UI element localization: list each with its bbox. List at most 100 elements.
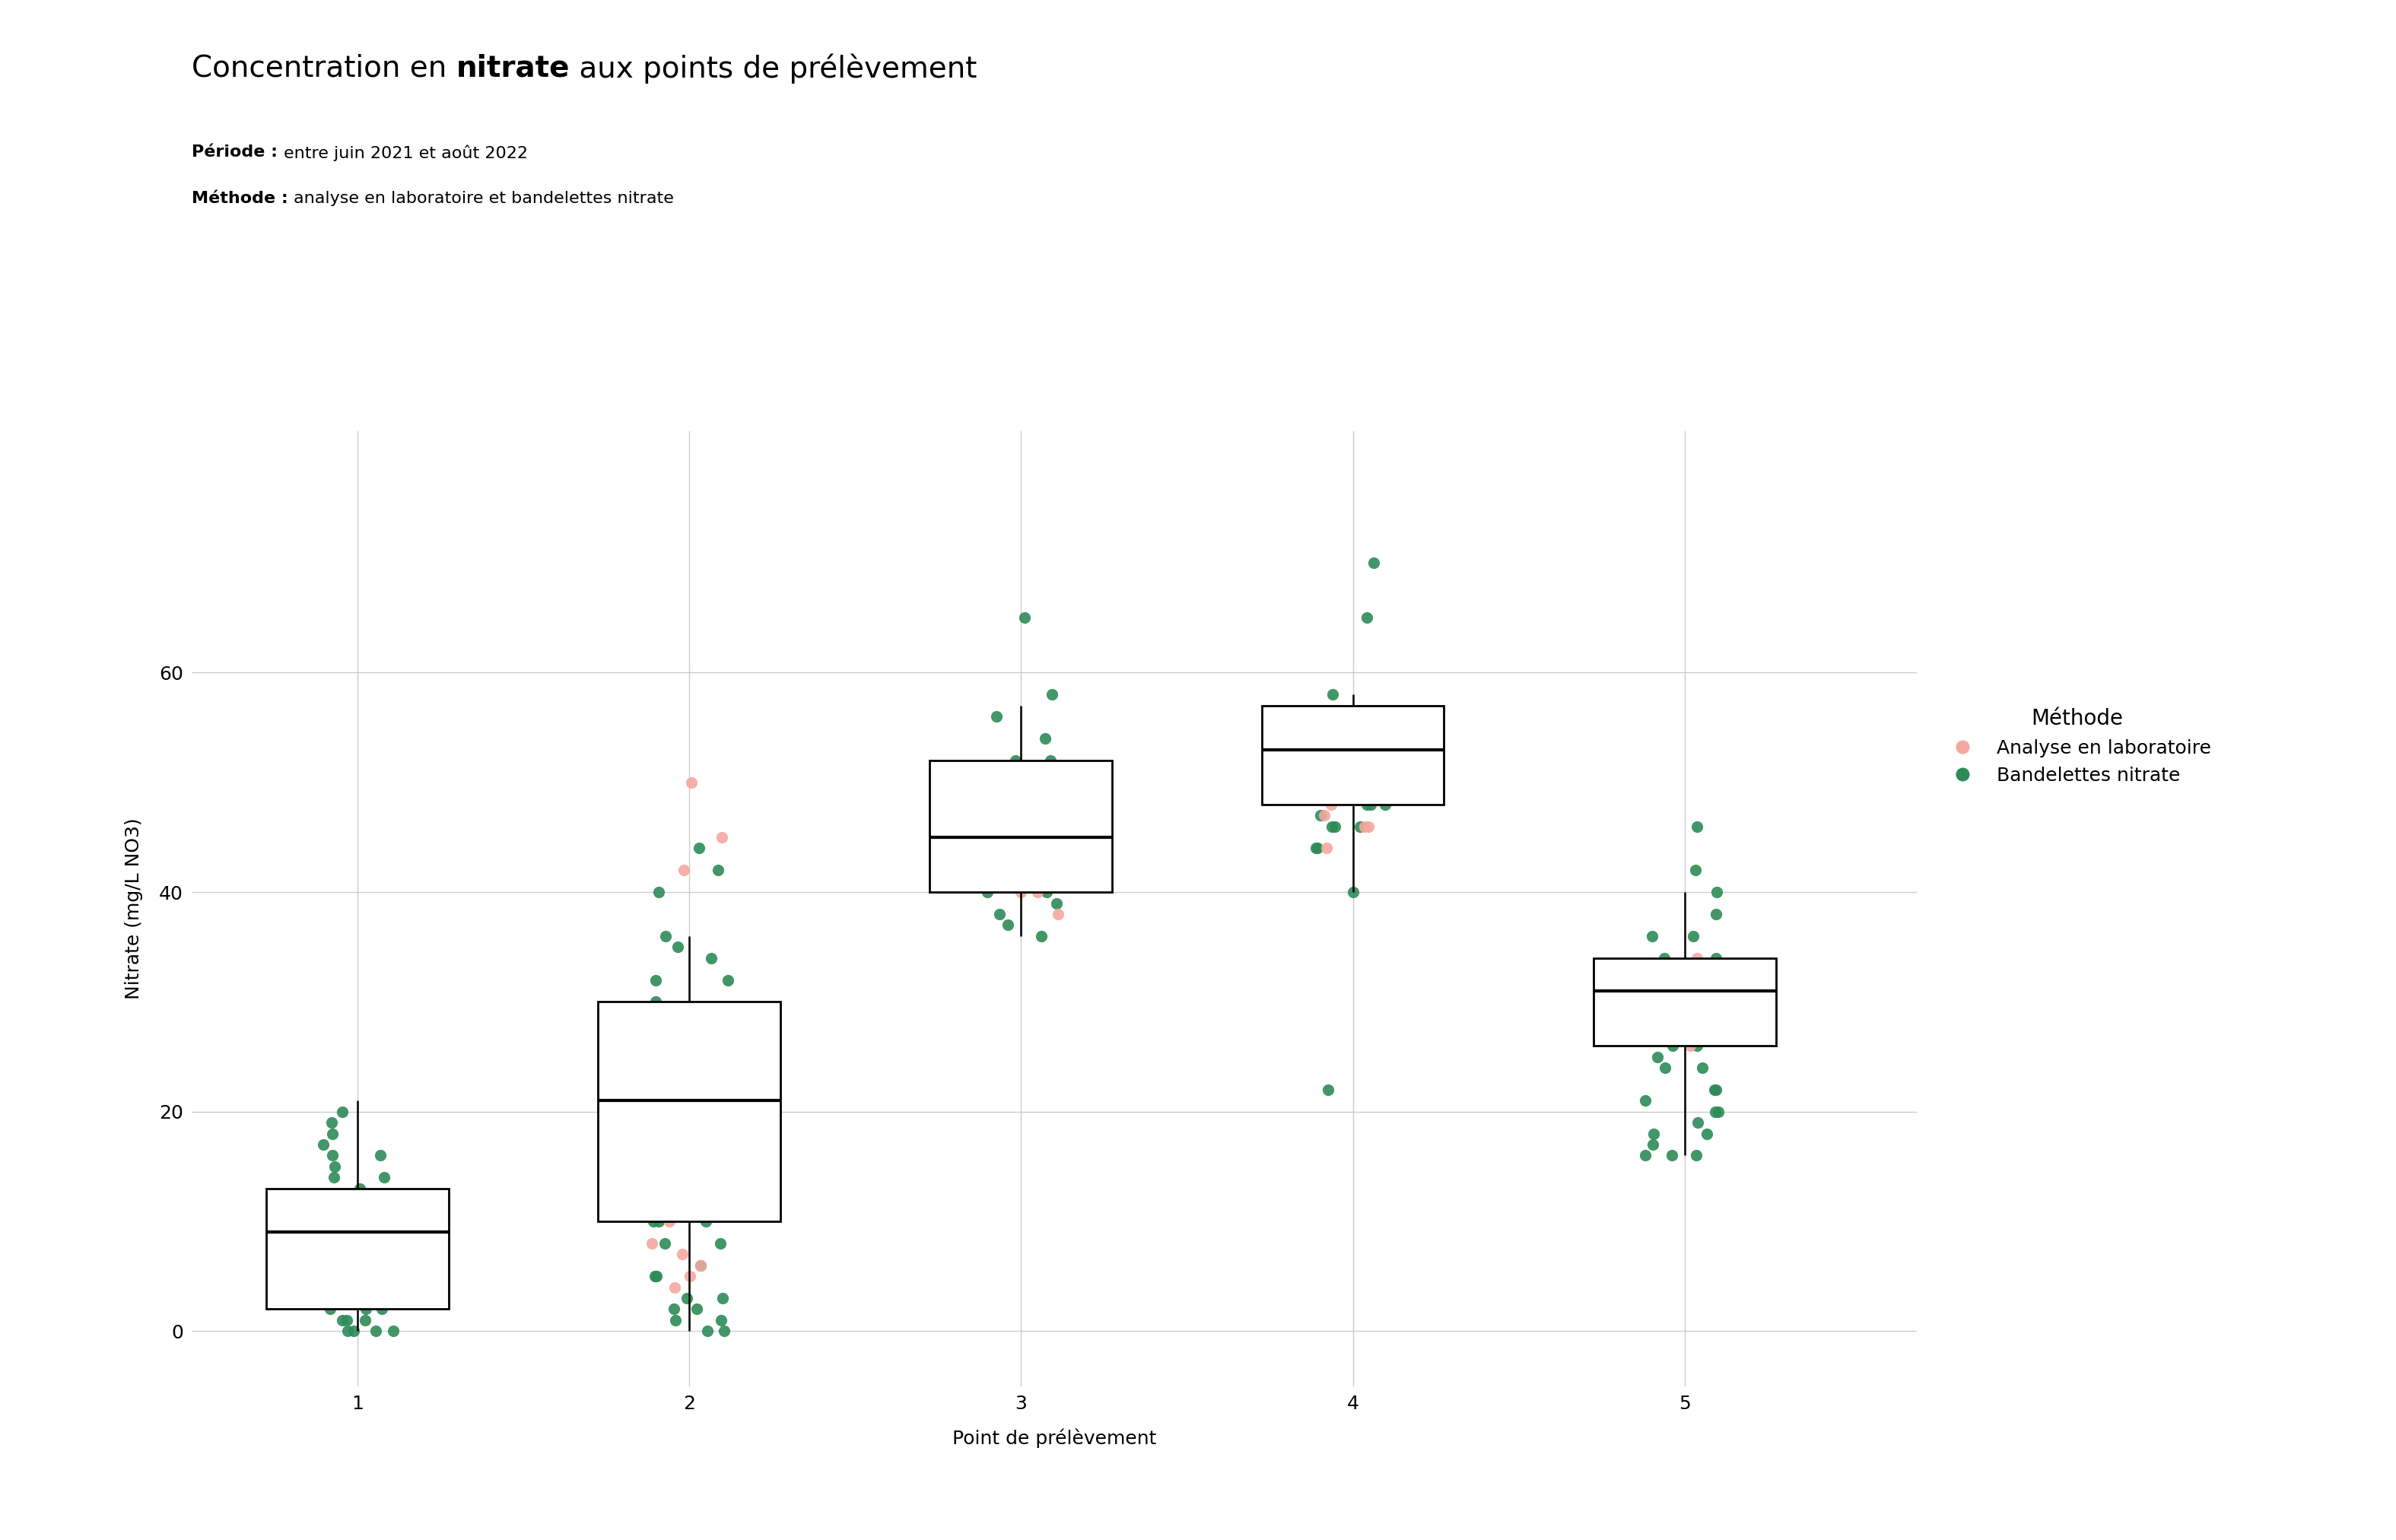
Point — [1677, 1033, 1716, 1058]
Point — [709, 967, 748, 992]
Point — [973, 759, 1011, 784]
Bar — [599, 1003, 781, 1221]
Point — [364, 1166, 403, 1190]
Point — [1004, 815, 1042, 839]
Point — [1653, 1012, 1692, 1036]
Point — [671, 770, 709, 795]
Point — [668, 1286, 707, 1311]
Point — [347, 1254, 386, 1278]
Point — [1634, 1132, 1672, 1157]
Point — [630, 1166, 668, 1190]
Point — [1030, 748, 1069, 773]
Point — [314, 1143, 352, 1167]
Point — [1696, 946, 1735, 970]
Point — [697, 1121, 736, 1146]
Point — [659, 1100, 697, 1124]
Point — [302, 1187, 340, 1212]
Point — [692, 1012, 731, 1036]
Point — [1033, 682, 1071, 707]
Point — [680, 1254, 719, 1278]
Point — [647, 924, 685, 949]
Point — [982, 815, 1021, 839]
Point — [688, 1044, 726, 1069]
Point — [668, 1089, 707, 1113]
Point — [311, 1297, 350, 1321]
Point — [640, 1209, 678, 1234]
Point — [688, 1318, 726, 1343]
Point — [1040, 902, 1078, 927]
Point — [1696, 1078, 1735, 1103]
Point — [994, 802, 1033, 827]
Point — [343, 1241, 381, 1266]
Point — [1694, 956, 1732, 981]
Text: Période :: Période : — [192, 145, 283, 160]
Point — [637, 990, 676, 1015]
Point — [1675, 858, 1713, 882]
Point — [1313, 770, 1351, 795]
Point — [1040, 836, 1078, 861]
Text: entre juin 2021 et août 2022: entre juin 2021 et août 2022 — [283, 145, 527, 162]
Point — [1344, 815, 1382, 839]
Point — [963, 847, 1002, 872]
Point — [1634, 1012, 1672, 1036]
Text: aux points de prélèvement: aux points de prélèvement — [570, 54, 978, 85]
Point — [633, 1121, 671, 1146]
Point — [1634, 1121, 1672, 1146]
Point — [990, 913, 1028, 938]
Point — [374, 1254, 412, 1278]
Point — [1627, 1089, 1665, 1113]
Point — [1023, 924, 1061, 949]
Point — [362, 1297, 400, 1321]
Point — [323, 1307, 362, 1332]
Point — [980, 770, 1018, 795]
Point — [657, 1275, 695, 1300]
Point — [321, 1220, 359, 1244]
Point — [1296, 836, 1335, 861]
Point — [1682, 1001, 1720, 1026]
Point — [1028, 879, 1066, 904]
Point — [333, 1209, 371, 1234]
Point — [304, 1132, 343, 1157]
Point — [323, 1100, 362, 1124]
Point — [1677, 1143, 1716, 1167]
Point — [376, 1230, 415, 1255]
Point — [1313, 815, 1351, 839]
Point — [702, 1307, 740, 1332]
Point — [1696, 902, 1735, 927]
Point — [1299, 836, 1337, 861]
Point — [968, 879, 1006, 904]
Point — [1335, 748, 1373, 773]
Point — [304, 1275, 343, 1300]
Point — [652, 1143, 690, 1167]
Point — [635, 1209, 673, 1234]
Point — [1639, 1044, 1677, 1069]
Point — [637, 967, 676, 992]
Point — [1368, 748, 1406, 773]
Point — [1680, 1110, 1718, 1135]
Point — [1351, 792, 1390, 816]
Point — [1696, 1100, 1735, 1124]
Bar — [1593, 958, 1775, 1046]
Point — [657, 1307, 695, 1332]
Point — [1361, 781, 1399, 805]
Point — [333, 1198, 371, 1223]
X-axis label: Point de prélèvement: Point de prélèvement — [951, 1429, 1157, 1448]
Point — [1025, 727, 1064, 752]
Point — [1646, 1055, 1684, 1080]
Point — [673, 1055, 712, 1080]
Point — [352, 1230, 391, 1255]
Point — [355, 1230, 393, 1255]
Point — [680, 1254, 719, 1278]
Point — [359, 1209, 398, 1234]
Point — [1684, 967, 1723, 992]
Point — [692, 1110, 731, 1135]
Point — [676, 1078, 714, 1103]
Point — [309, 1241, 347, 1266]
Point — [1373, 704, 1411, 728]
Point — [1342, 815, 1380, 839]
Point — [357, 1318, 395, 1343]
Legend: Analyse en laboratoire, Bandelettes nitrate: Analyse en laboratoire, Bandelettes nitr… — [1943, 708, 2212, 785]
Point — [1323, 770, 1361, 795]
Point — [642, 1033, 680, 1058]
Point — [1699, 1100, 1737, 1124]
